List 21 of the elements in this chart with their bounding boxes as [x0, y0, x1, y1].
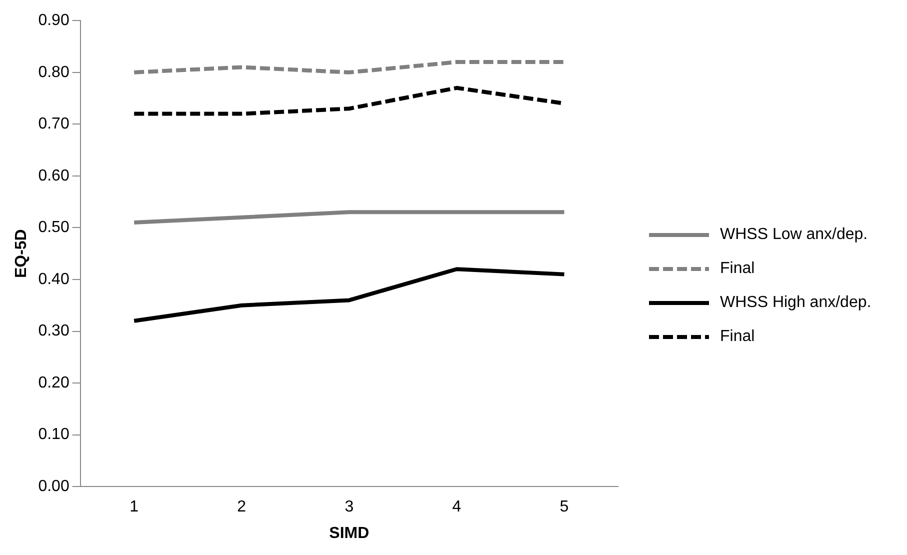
y-tick-label: 0.40 [38, 270, 70, 288]
legend-label: Final [720, 328, 755, 346]
legend-label: Final [720, 260, 755, 278]
x-tick-label: 4 [452, 498, 462, 516]
y-tick-label: 0.00 [38, 478, 70, 496]
y-axis-title: EQ-5D [13, 229, 30, 278]
y-tick-label: 0.60 [38, 167, 70, 184]
y-tick-label: 0.70 [38, 116, 70, 133]
legend-label: WHSS Low anx/dep. [720, 226, 868, 244]
y-tick-label: 0.90 [38, 12, 70, 30]
y-tick-label: 0.50 [38, 219, 70, 236]
x-tick-label: 1 [130, 498, 139, 516]
x-axis-title: SIMD [329, 524, 370, 542]
y-tick-label: 0.10 [38, 426, 70, 444]
x-tick-label: 3 [344, 498, 354, 516]
y-tick-label: 0.20 [38, 374, 70, 392]
x-tick-label: 5 [560, 498, 569, 516]
y-tick-label: 0.80 [38, 64, 70, 81]
y-tick-label: 0.30 [38, 322, 70, 340]
x-tick-label: 2 [237, 498, 246, 516]
legend-label: WHSS High anx/dep. [720, 294, 872, 312]
